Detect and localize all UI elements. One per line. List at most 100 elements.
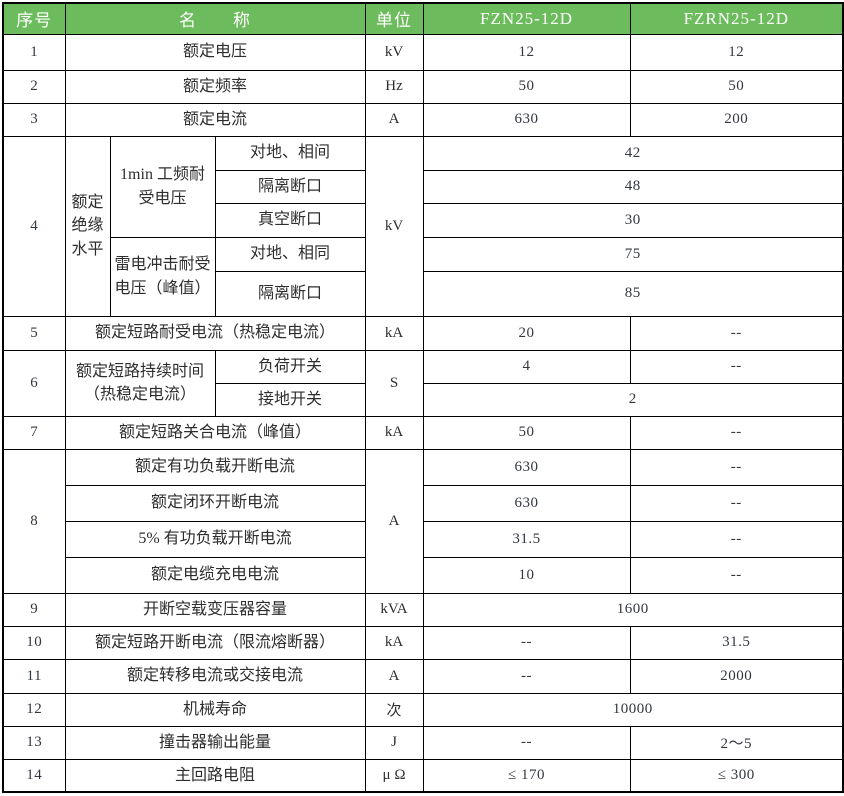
- param-name: 额定电缆充电电流: [64, 556, 366, 594]
- table-row: 真空断口 30: [3, 202, 844, 238]
- row-number: 10: [2, 625, 66, 660]
- row-number: 12: [2, 692, 66, 727]
- sub-param-name: 对地、相同: [214, 236, 366, 272]
- value-fzrn: ≤ 300: [629, 758, 844, 793]
- unit-cell: kV: [364, 33, 424, 71]
- table-row: 雷电冲击耐受电压（峰值） 对地、相同 75: [3, 236, 844, 317]
- param-name: 撞击器输出能量: [64, 725, 366, 760]
- row-number: 11: [2, 658, 66, 694]
- row-number: 1: [2, 33, 66, 71]
- value-fzn: 4: [422, 349, 631, 384]
- param-name: 额定短路开断电流（限流熔断器）: [64, 625, 366, 660]
- unit-cell: kV: [364, 135, 424, 317]
- value-shared: 48: [422, 169, 844, 204]
- row-number: 6: [2, 349, 66, 417]
- value-fzn: --: [422, 625, 631, 660]
- table-row: 13 撞击器输出能量 J -- 2～5: [2, 725, 844, 760]
- param-name: 机械寿命: [64, 692, 366, 727]
- value-fzn: 10: [422, 556, 631, 594]
- header-unit: 单位: [364, 2, 424, 35]
- sub-param-name: 隔离断口: [214, 270, 366, 317]
- sub-param-name: 接地开关: [214, 382, 366, 417]
- value-fzrn: --: [629, 415, 844, 450]
- table-row: 3 额定电流 A 630 200: [2, 102, 844, 137]
- table-row: 额定闭环开断电流 630 --: [3, 484, 844, 522]
- table-row: 9 开断空载变压器容量 kVA 1600: [2, 592, 844, 627]
- value-fzn: 12: [422, 33, 631, 71]
- table-row: 隔离断口 48: [3, 169, 844, 204]
- value-fzrn: 2～5: [629, 725, 844, 760]
- header-name: 名 称: [64, 2, 366, 35]
- value-fzrn: 12: [629, 33, 844, 71]
- param-name: 额定频率: [64, 69, 366, 104]
- param-name: 额定闭环开断电流: [64, 484, 366, 522]
- header-model-fzrn25: FZRN25-12D: [629, 2, 844, 35]
- value-fzrn: 50: [629, 69, 844, 104]
- table-row: 12 机械寿命 次 10000: [2, 692, 844, 727]
- sub-param-name: 对地、相间: [214, 135, 366, 171]
- unit-cell: A: [364, 448, 424, 594]
- value-fzrn: --: [629, 315, 844, 351]
- param-name: 额定短路耐受电流（热稳定电流）: [64, 315, 366, 351]
- group-label: 额定绝缘水平: [64, 135, 111, 317]
- table-row: 5 额定短路耐受电流（热稳定电流） kA 20 --: [2, 315, 844, 351]
- subgroup-label: 雷电冲击耐受电压（峰值）: [109, 236, 216, 317]
- table-row: 1 额定电压 kV 12 12: [2, 33, 844, 71]
- row-number: 14: [2, 758, 66, 793]
- row-number: 7: [2, 415, 66, 450]
- param-name: 5% 有功负载开断电流: [64, 520, 366, 558]
- unit-cell: A: [364, 658, 424, 694]
- unit-cell: J: [364, 725, 424, 760]
- value-fzn: 50: [422, 69, 631, 104]
- value-fzrn: 31.5: [629, 625, 844, 660]
- table-row: 5% 有功负载开断电流 31.5 --: [3, 520, 844, 558]
- row-number: 8: [2, 448, 66, 594]
- value-fzrn: --: [629, 484, 844, 522]
- table-row: 10 额定短路开断电流（限流熔断器） kA -- 31.5: [2, 625, 844, 660]
- unit-cell: kA: [364, 415, 424, 450]
- table-row: 接地开关 2: [3, 382, 844, 417]
- value-shared: 10000: [422, 692, 844, 727]
- unit-cell: kA: [364, 315, 424, 351]
- row-number: 9: [2, 592, 66, 627]
- value-shared: 1600: [422, 592, 844, 627]
- unit-cell: A: [364, 102, 424, 137]
- table-row: 2 额定频率 Hz 50 50: [2, 69, 844, 104]
- param-name: 额定电压: [64, 33, 366, 71]
- subgroup-label: 1min 工频耐受电压: [109, 135, 216, 238]
- unit-cell: 次: [364, 692, 424, 727]
- sub-param-name: 真空断口: [214, 202, 366, 238]
- value-fzn: 630: [422, 102, 631, 137]
- value-fzrn: --: [629, 556, 844, 594]
- param-name: 额定有功负载开断电流: [64, 448, 366, 486]
- sub-param-name: 隔离断口: [214, 169, 366, 204]
- row-number: 2: [2, 69, 66, 104]
- table-row: 额定电缆充电电流 10 --: [3, 556, 844, 594]
- value-fzrn: --: [629, 520, 844, 558]
- param-name: 额定电流: [64, 102, 366, 137]
- unit-cell: kVA: [364, 592, 424, 627]
- value-fzrn: --: [629, 349, 844, 384]
- row-number: 5: [2, 315, 66, 351]
- value-shared: 75: [422, 236, 844, 272]
- value-fzn: 50: [422, 415, 631, 450]
- table-row: 7 额定短路关合电流（峰值） kA 50 --: [2, 415, 844, 450]
- param-name: 开断空载变压器容量: [64, 592, 366, 627]
- table-row: 隔离断口 85: [3, 270, 844, 317]
- header-no: 序号: [2, 2, 66, 35]
- value-fzrn: --: [629, 448, 844, 486]
- value-fzn: --: [422, 725, 631, 760]
- table-row: 4 额定绝缘水平 1min 工频耐受电压 对地、相间 kV 42: [2, 135, 844, 317]
- value-fzn: ≤ 170: [422, 758, 631, 793]
- unit-cell: μ Ω: [364, 758, 424, 793]
- header-row: 序号 名 称 单位 FZN25-12D FZRN25-12D: [2, 2, 844, 35]
- table-row: 14 主回路电阻 μ Ω ≤ 170 ≤ 300: [2, 758, 844, 793]
- value-shared: 85: [422, 270, 844, 317]
- value-fzn: 31.5: [422, 520, 631, 558]
- value-fzrn: 2000: [629, 658, 844, 694]
- value-fzn: 630: [422, 484, 631, 522]
- value-shared: 2: [422, 382, 844, 417]
- unit-cell: S: [364, 349, 424, 417]
